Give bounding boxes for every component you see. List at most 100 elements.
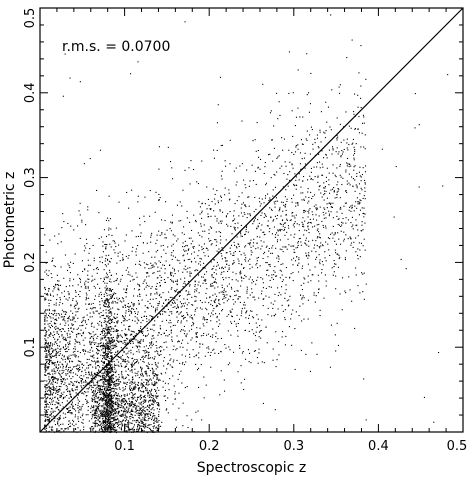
scatter-point [209,208,211,210]
scatter-point [193,169,195,171]
scatter-point [268,154,270,156]
scatter-point [206,297,208,299]
scatter-point [63,311,65,313]
scatter-point [181,315,183,317]
scatter-point [185,244,187,246]
scatter-point [343,126,345,128]
scatter-point [64,254,66,256]
scatter-point [119,340,121,342]
scatter-point [115,422,117,424]
scatter-point [277,261,279,263]
scatter-point [108,364,110,366]
scatter-point [141,383,143,385]
scatter-point [295,116,297,118]
scatter-point [154,400,156,402]
scatter-point [97,406,99,408]
scatter-point [112,336,114,338]
scatter-point [235,279,237,281]
scatter-point [245,276,247,278]
scatter-point [71,388,73,390]
scatter-point [290,273,292,275]
scatter-point [102,251,104,253]
scatter-point [171,301,173,303]
scatter-point [48,334,50,336]
scatter-point [72,354,74,356]
scatter-point [140,339,142,341]
scatter-point [182,255,184,257]
scatter-point [105,248,107,250]
scatter-point [149,417,151,419]
scatter-point [364,179,366,181]
scatter-point [121,366,123,368]
scatter-point [184,387,186,389]
scatter-point [307,281,309,283]
scatter-point [204,267,206,269]
scatter-point [125,430,127,432]
scatter-point [115,422,117,424]
scatter-point [158,389,160,391]
scatter-point [239,301,241,303]
scatter-point [104,399,106,401]
scatter-point [179,291,181,293]
scatter-point [364,187,366,189]
scatter-point [276,171,278,173]
scatter-point [102,241,104,243]
scatter-point [56,331,58,333]
scatter-point [72,390,74,392]
scatter-point [64,358,66,360]
scatter-point [186,210,188,212]
scatter-point [119,407,121,409]
scatter-point [122,360,124,362]
scatter-point [114,301,116,303]
scatter-point [263,202,265,204]
scatter-point [143,419,145,421]
scatter-point [121,399,123,401]
scatter-point [362,229,364,231]
scatter-point [81,378,83,380]
scatter-point [124,318,126,320]
scatter-point [131,408,133,410]
scatter-point [361,224,363,226]
scatter-point [81,219,83,221]
scatter-point [111,407,113,409]
scatter-point [227,364,229,366]
scatter-point [170,221,172,223]
scatter-point [76,385,78,387]
scatter-points [44,14,449,434]
scatter-point [233,252,235,254]
scatter-point [102,394,104,396]
scatter-point [101,405,103,407]
scatter-point [110,312,112,314]
scatter-point [344,202,346,204]
scatter-point [298,259,300,261]
scatter-point [318,280,320,282]
scatter-point [71,407,73,409]
scatter-point [134,420,136,422]
scatter-point [110,412,112,414]
scatter-point [55,378,57,380]
scatter-point [147,413,149,415]
scatter-point [142,385,144,387]
scatter-point [154,383,156,385]
scatter-point [147,355,149,357]
scatter-point [50,383,52,385]
scatter-point [107,258,109,260]
scatter-point [46,317,48,319]
scatter-point [115,401,117,403]
scatter-point [343,148,345,150]
scatter-point [277,234,279,236]
scatter-point [142,426,144,428]
scatter-point [346,57,348,59]
scatter-point [110,334,112,336]
scatter-point [48,430,50,432]
scatter-point [93,326,95,328]
scatter-point [357,248,359,250]
scatter-point [346,191,348,193]
scatter-point [137,387,139,389]
scatter-point [74,346,76,348]
scatter-point [228,346,230,348]
scatter-point [196,335,198,337]
scatter-point [182,189,184,191]
scatter-point [90,342,92,344]
scatter-point [102,426,104,428]
